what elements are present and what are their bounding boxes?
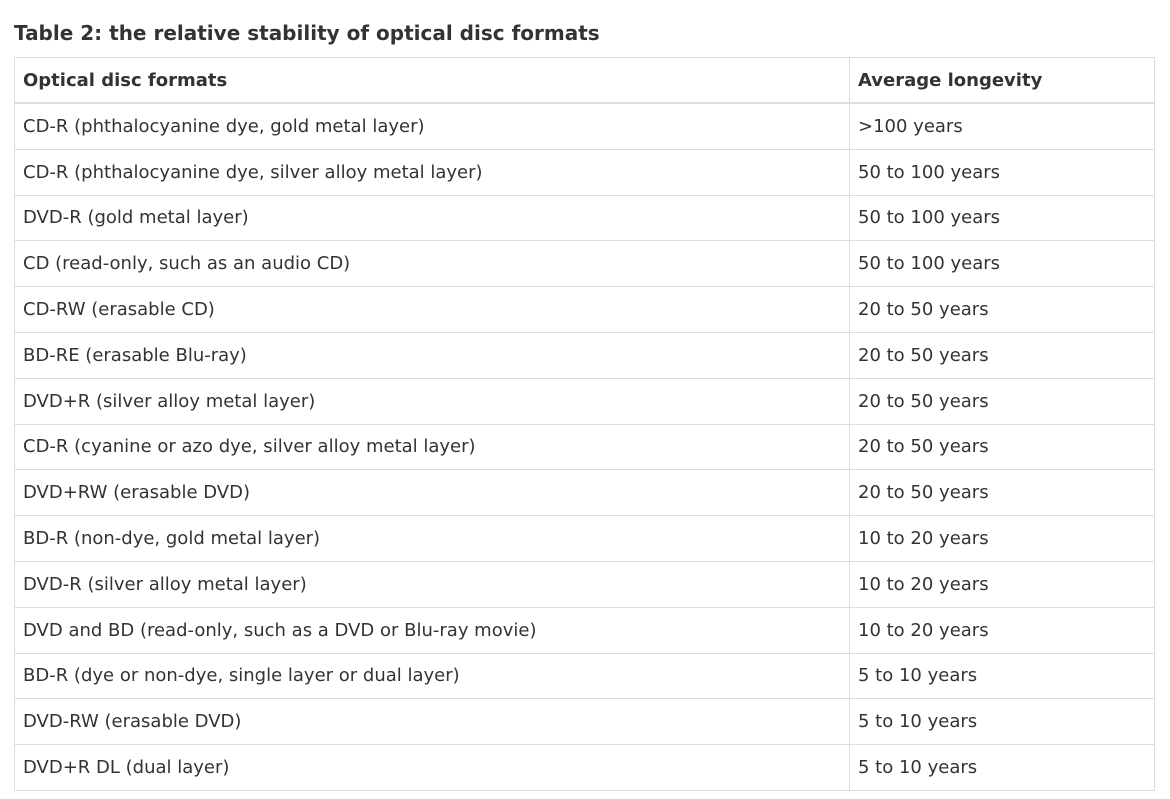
header-row: Optical disc formats Average longevity xyxy=(14,57,1155,104)
table-header: Optical disc formats Average longevity xyxy=(14,57,1155,104)
format-cell: DVD+R DL (dual layer) xyxy=(14,744,850,791)
longevity-cell: 20 to 50 years xyxy=(849,469,1155,517)
format-cell: DVD+RW (erasable DVD) xyxy=(14,469,850,517)
format-cell: CD-R (phthalocyanine dye, gold metal lay… xyxy=(14,102,850,150)
table-row: DVD+R (silver alloy metal layer) 20 to 5… xyxy=(14,377,1155,425)
longevity-cell: 10 to 20 years xyxy=(849,515,1155,562)
longevity-cell: 20 to 50 years xyxy=(849,377,1155,425)
longevity-cell: 20 to 50 years xyxy=(849,331,1155,379)
stability-table: Optical disc formats Average longevity C… xyxy=(14,57,1155,791)
longevity-cell: 50 to 100 years xyxy=(849,194,1155,242)
table-row: CD-R (phthalocyanine dye, silver alloy m… xyxy=(14,148,1155,196)
table-row: BD-R (non-dye, gold metal layer) 10 to 2… xyxy=(14,515,1155,562)
format-cell: DVD-R (gold metal layer) xyxy=(14,194,850,242)
format-cell: DVD-R (silver alloy metal layer) xyxy=(14,560,850,608)
longevity-cell: 50 to 100 years xyxy=(849,240,1155,288)
table-row: CD-R (cyanine or azo dye, silver alloy m… xyxy=(14,423,1155,471)
table-row: DVD-R (gold metal layer) 50 to 100 years xyxy=(14,194,1155,242)
longevity-cell: >100 years xyxy=(849,102,1155,150)
table-caption: Table 2: the relative stability of optic… xyxy=(14,21,600,45)
format-cell: CD-R (cyanine or azo dye, silver alloy m… xyxy=(14,423,850,471)
format-cell: DVD and BD (read-only, such as a DVD or … xyxy=(14,606,850,654)
format-cell: CD (read-only, such as an audio CD) xyxy=(14,240,850,288)
header-cell-format: Optical disc formats xyxy=(14,57,850,104)
table-body: CD-R (phthalocyanine dye, gold metal lay… xyxy=(14,102,1155,791)
table-row: BD-RE (erasable Blu-ray) 20 to 50 years xyxy=(14,331,1155,379)
header-cell-longevity: Average longevity xyxy=(849,57,1155,104)
longevity-cell: 10 to 20 years xyxy=(849,560,1155,608)
table-row: DVD-R (silver alloy metal layer) 10 to 2… xyxy=(14,560,1155,608)
stability-table-container: Optical disc formats Average longevity C… xyxy=(14,57,1155,791)
longevity-cell: 20 to 50 years xyxy=(849,286,1155,333)
table-row: BD-R (dye or non-dye, single layer or du… xyxy=(14,652,1155,700)
format-cell: BD-R (non-dye, gold metal layer) xyxy=(14,515,850,562)
longevity-cell: 5 to 10 years xyxy=(849,652,1155,700)
format-cell: CD-RW (erasable CD) xyxy=(14,286,850,333)
table-row: CD-RW (erasable CD) 20 to 50 years xyxy=(14,286,1155,333)
format-cell: DVD-RW (erasable DVD) xyxy=(14,698,850,746)
table-row: CD (read-only, such as an audio CD) 50 t… xyxy=(14,240,1155,288)
longevity-cell: 5 to 10 years xyxy=(849,744,1155,791)
format-cell: BD-RE (erasable Blu-ray) xyxy=(14,331,850,379)
longevity-cell: 10 to 20 years xyxy=(849,606,1155,654)
table-row: DVD+RW (erasable DVD) 20 to 50 years xyxy=(14,469,1155,517)
longevity-cell: 20 to 50 years xyxy=(849,423,1155,471)
format-cell: CD-R (phthalocyanine dye, silver alloy m… xyxy=(14,148,850,196)
table-row: CD-R (phthalocyanine dye, gold metal lay… xyxy=(14,102,1155,150)
longevity-cell: 50 to 100 years xyxy=(849,148,1155,196)
format-cell: DVD+R (silver alloy metal layer) xyxy=(14,377,850,425)
format-cell: BD-R (dye or non-dye, single layer or du… xyxy=(14,652,850,700)
table-row: DVD and BD (read-only, such as a DVD or … xyxy=(14,606,1155,654)
longevity-cell: 5 to 10 years xyxy=(849,698,1155,746)
table-row: DVD-RW (erasable DVD) 5 to 10 years xyxy=(14,698,1155,746)
table-row: DVD+R DL (dual layer) 5 to 10 years xyxy=(14,744,1155,791)
